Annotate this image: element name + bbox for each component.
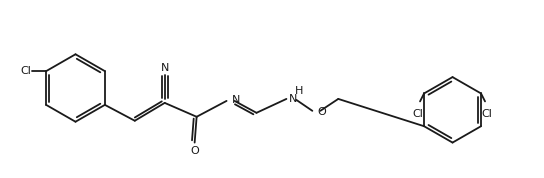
Text: H: H xyxy=(294,86,303,96)
Text: O: O xyxy=(190,146,199,156)
Text: Cl: Cl xyxy=(412,109,423,119)
Text: N: N xyxy=(288,94,297,104)
Text: O: O xyxy=(317,107,326,117)
Text: Cl: Cl xyxy=(21,66,32,76)
Text: N: N xyxy=(160,63,169,73)
Text: Cl: Cl xyxy=(481,109,492,119)
Text: N: N xyxy=(232,95,240,105)
